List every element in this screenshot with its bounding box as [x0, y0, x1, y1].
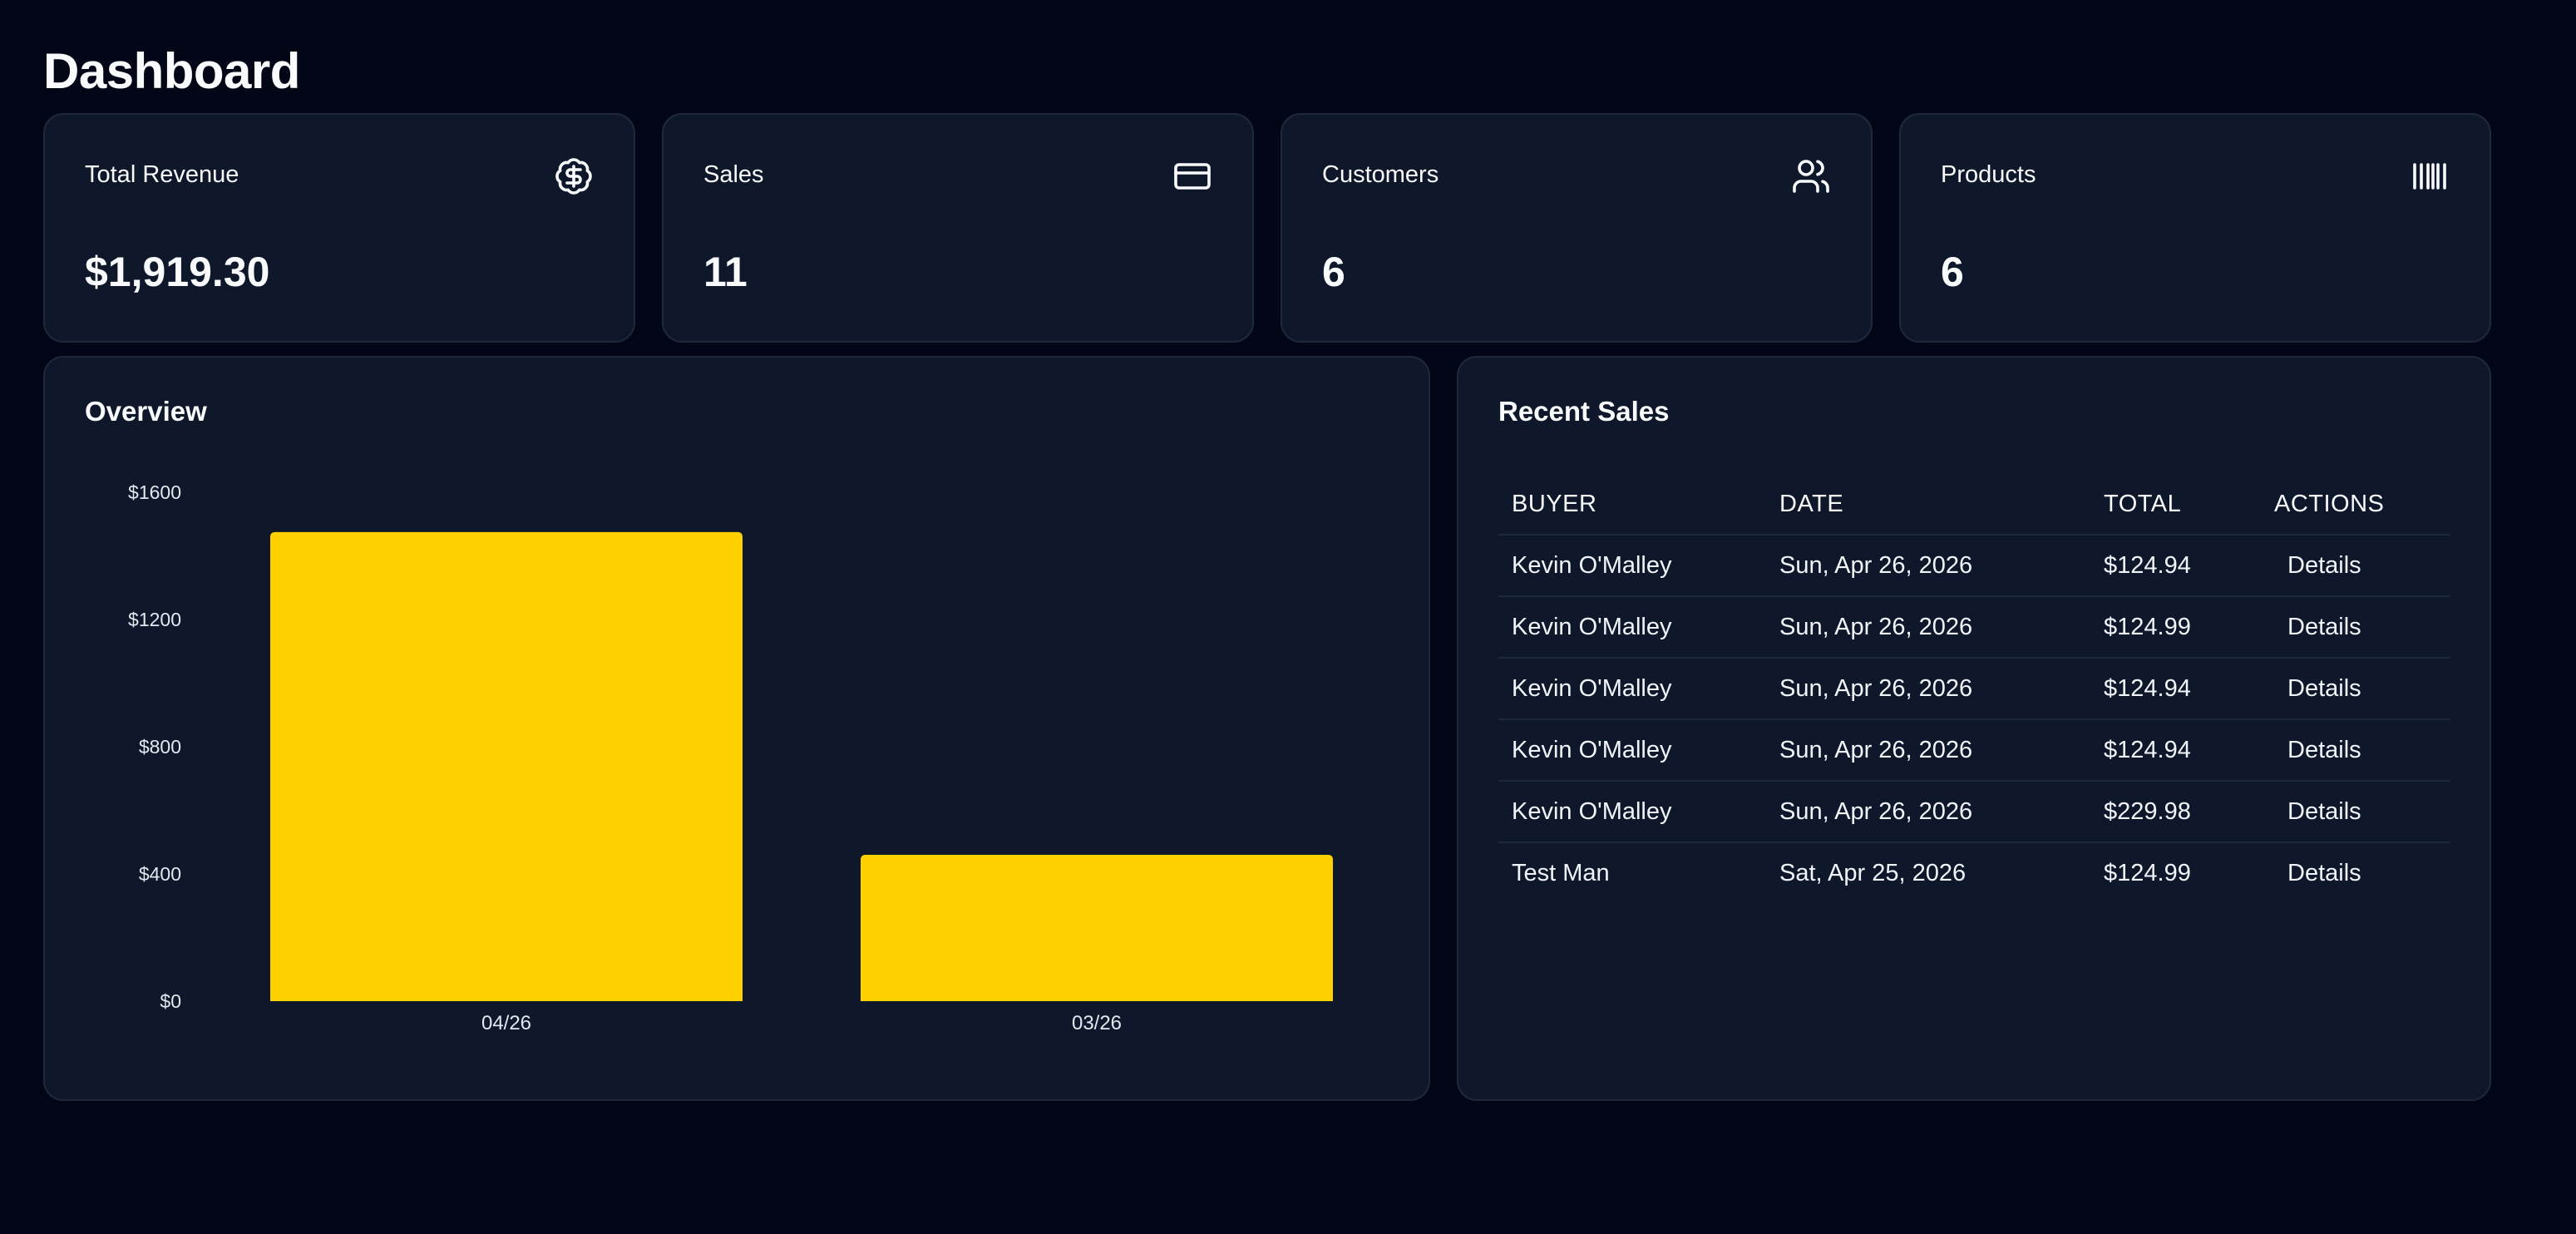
total-cell: $124.99: [2104, 859, 2191, 886]
date-cell: Sat, Apr 25, 2026: [1779, 859, 1967, 886]
recent-sales-title: Recent Sales: [1498, 396, 1670, 427]
dollar-badge-icon: [554, 156, 594, 196]
actions-cell: Details: [2261, 719, 2450, 782]
details-button[interactable]: Details: [2274, 547, 2375, 585]
stat-value: 6: [1941, 249, 1964, 295]
table-row: Kevin O'Malley Sun, Apr 26, 2026 $124.99…: [1498, 596, 2450, 659]
actions-cell: Details: [2261, 658, 2450, 720]
stat-label: Customers: [1322, 161, 1439, 188]
actions-cell: Details: [2261, 842, 2450, 903]
y-tick-label: $1600: [128, 481, 181, 503]
column-header-buyer: BUYER: [1498, 474, 1766, 536]
table-row: Test Man Sat, Apr 25, 2026 $124.99 Detai…: [1498, 842, 2450, 903]
stat-card-customers: Customers 6: [1281, 113, 1873, 343]
stat-label: Sales: [703, 161, 764, 188]
overview-title: Overview: [85, 396, 207, 427]
buyer-cell: Kevin O'Malley: [1498, 658, 1766, 720]
page-title: Dashboard: [43, 43, 300, 99]
buyer-cell: Kevin O'Malley: [1498, 596, 1766, 659]
y-tick-label: $400: [139, 863, 181, 885]
stat-card-total-revenue: Total Revenue $1,919.30: [43, 113, 635, 343]
stat-card-products: Products 6: [1899, 113, 2491, 343]
total-cell: $229.98: [2090, 781, 2261, 843]
stat-label: Products: [1941, 161, 2036, 188]
x-tick-label: 03/26: [1072, 1012, 1122, 1034]
details-button[interactable]: Details: [2274, 609, 2375, 646]
buyer-cell: Kevin O'Malley: [1498, 719, 1766, 782]
bar-03-26: [861, 855, 1333, 1001]
total-cell: $124.94: [2090, 658, 2261, 720]
overview-panel: Overview $0 $400 $800 $1200 $1600 04/26 03/26: [43, 356, 1430, 1101]
total-cell: $124.94: [2090, 535, 2261, 597]
recent-sales-table: BUYER DATE TOTAL ACTIONS Kevin O'Malley …: [1498, 474, 2450, 903]
actions-cell: Details: [2261, 596, 2450, 659]
date-cell: Sun, Apr 26, 2026: [1766, 535, 2090, 597]
buyer-cell: Test Man: [1512, 859, 1610, 886]
column-header-total: TOTAL: [2090, 474, 2261, 536]
column-header-actions: ACTIONS: [2261, 474, 2450, 536]
y-tick-label: $1200: [128, 609, 181, 630]
overview-chart: $0 $400 $800 $1200 $1600 04/26 03/26: [128, 481, 1333, 1034]
total-cell: $124.94: [2090, 719, 2261, 782]
y-tick-label: $0: [160, 990, 181, 1012]
users-icon: [1791, 156, 1831, 196]
table-row: Kevin O'Malley Sun, Apr 26, 2026 $229.98…: [1498, 781, 2450, 843]
table-row: Kevin O'Malley Sun, Apr 26, 2026 $124.94…: [1498, 658, 2450, 720]
details-button[interactable]: Details: [2274, 793, 2375, 831]
buyer-cell: Kevin O'Malley: [1498, 781, 1766, 843]
table-row: Kevin O'Malley Sun, Apr 26, 2026 $124.94…: [1498, 719, 2450, 782]
y-tick-label: $800: [139, 736, 181, 758]
total-cell: $124.99: [2090, 596, 2261, 659]
buyer-cell: Kevin O'Malley: [1498, 535, 1766, 597]
stat-value: 11: [703, 249, 748, 295]
date-cell: Sun, Apr 26, 2026: [1766, 596, 2090, 659]
date-cell: Sun, Apr 26, 2026: [1766, 719, 2090, 782]
stat-label: Total Revenue: [85, 161, 239, 188]
x-tick-label: 04/26: [481, 1012, 531, 1034]
stat-value: $1,919.30: [85, 249, 270, 295]
table-row: Kevin O'Malley Sun, Apr 26, 2026 $124.94…: [1498, 535, 2450, 597]
details-button[interactable]: Details: [2274, 670, 2375, 708]
barcode-icon: [2410, 156, 2450, 196]
date-cell: Sun, Apr 26, 2026: [1766, 781, 2090, 843]
actions-cell: Details: [2261, 535, 2450, 597]
details-button[interactable]: Details: [2274, 855, 2375, 892]
stat-card-sales: Sales 11: [662, 113, 1254, 343]
column-header-date: DATE: [1766, 474, 2090, 536]
stat-value: 6: [1322, 249, 1345, 295]
credit-card-icon: [1172, 156, 1212, 196]
date-cell: Sun, Apr 26, 2026: [1766, 658, 2090, 720]
table-header-row: BUYER DATE TOTAL ACTIONS: [1498, 474, 2450, 536]
bar-04-26: [270, 531, 743, 1001]
details-button[interactable]: Details: [2274, 732, 2375, 769]
actions-cell: Details: [2261, 781, 2450, 843]
recent-sales-panel: Recent Sales BUYER DATE TOTAL ACTIONS Ke…: [1457, 356, 2491, 1101]
